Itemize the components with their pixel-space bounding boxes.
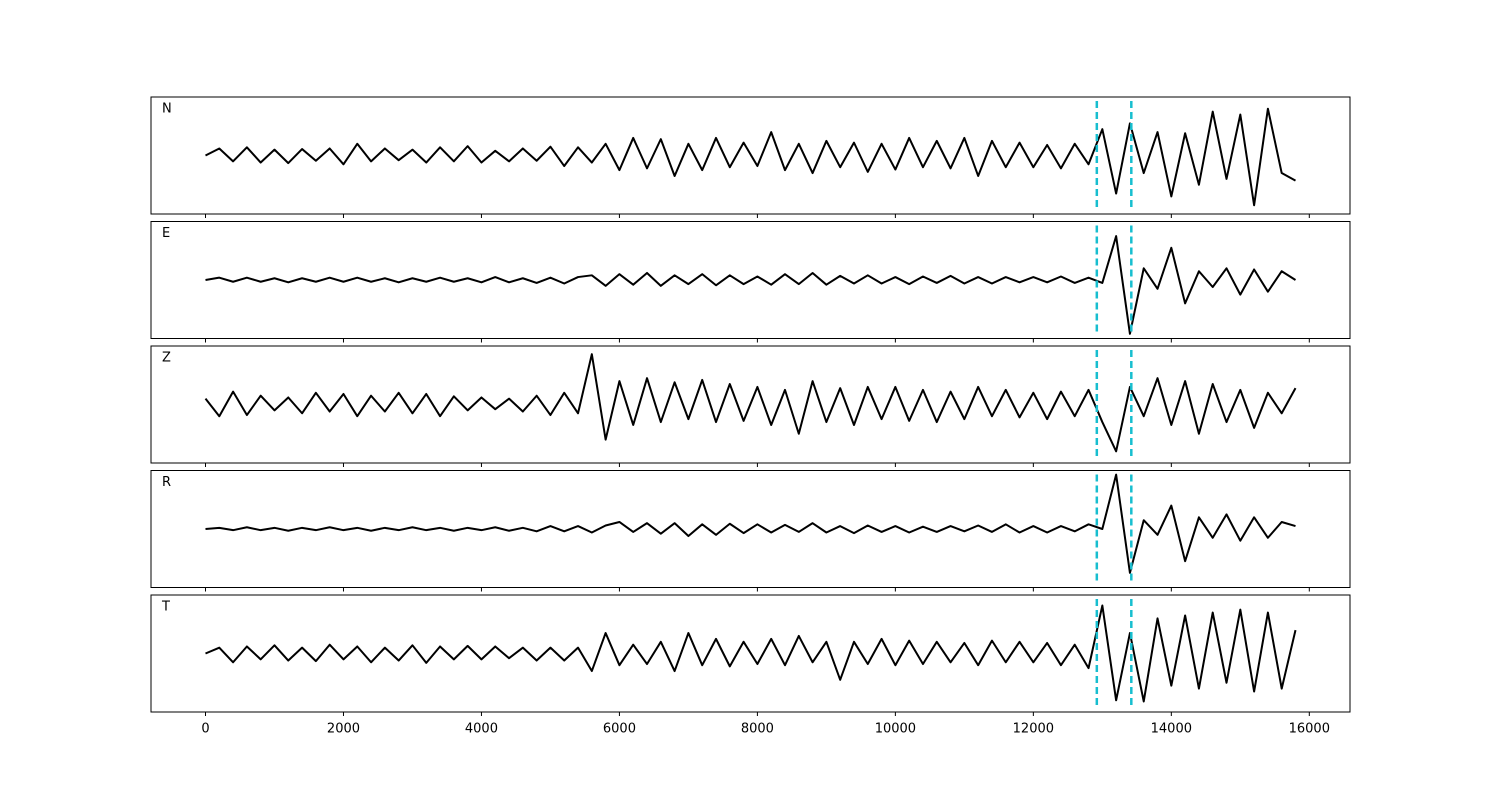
x-tick-label: 4000	[465, 722, 498, 737]
x-tick-label: 12000	[1013, 722, 1054, 737]
x-tick-label: 16000	[1289, 722, 1330, 737]
panel-label: N	[162, 102, 172, 117]
panel-frame	[150, 345, 1351, 464]
panel-label: E	[162, 226, 170, 241]
x-tick-label: 2000	[327, 722, 360, 737]
panel-label: Z	[162, 351, 171, 366]
panel-frame	[150, 594, 1351, 713]
x-tick-label: 8000	[741, 722, 774, 737]
trace	[205, 107, 1296, 207]
panel-label: R	[162, 475, 171, 490]
trace	[205, 235, 1297, 335]
panel-frame	[150, 470, 1351, 588]
x-tick-label: 10000	[875, 722, 916, 737]
x-tick-label: 0	[201, 722, 209, 737]
trace	[205, 604, 1297, 703]
panel-frame	[150, 96, 1351, 215]
x-tick-label: 6000	[603, 722, 636, 737]
trace	[205, 473, 1296, 574]
x-tick-label: 14000	[1151, 722, 1192, 737]
panel-frame	[150, 221, 1351, 339]
panel-label: T	[161, 600, 170, 615]
trace	[204, 353, 1297, 453]
